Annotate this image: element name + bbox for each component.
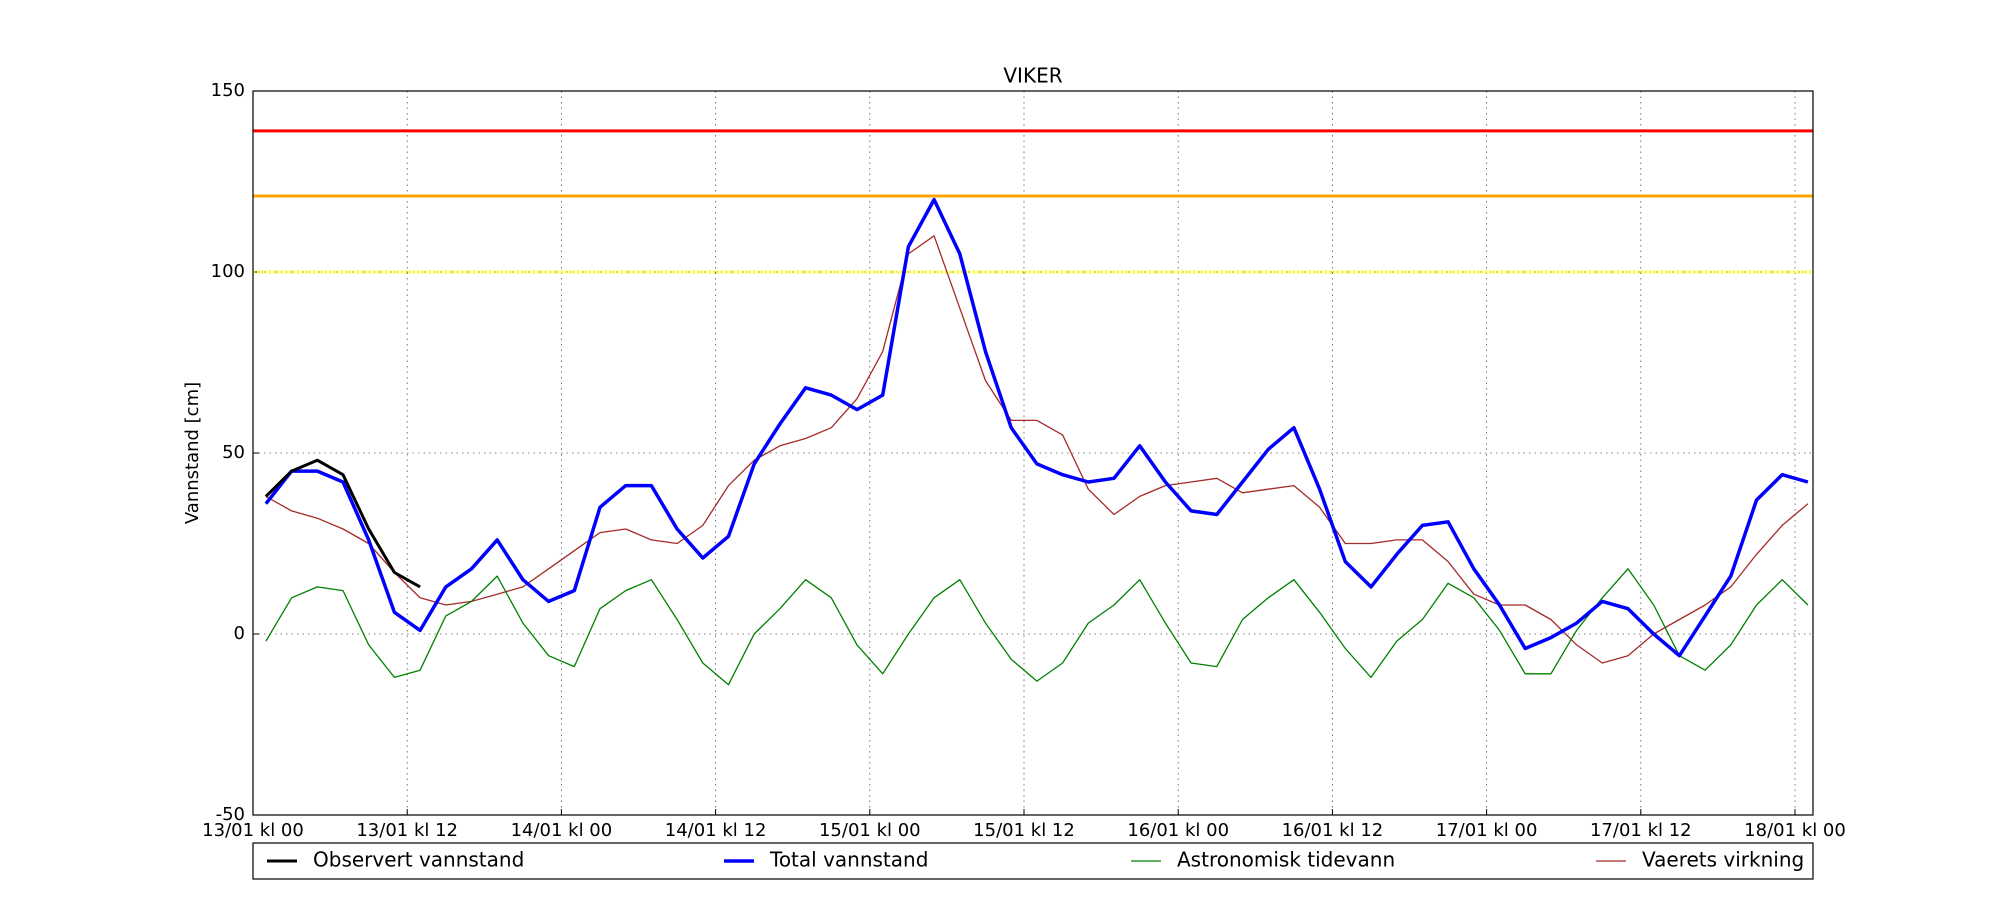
x-tick-label: 14/01 kl 00 [511, 820, 613, 841]
y-tick-label: 50 [222, 442, 245, 463]
plot-frame [252, 90, 1814, 816]
chart-title: VIKER [1003, 64, 1062, 88]
x-tick-label: 18/01 kl 00 [1744, 820, 1846, 841]
y-tick-label: 0 [234, 623, 245, 644]
legend-box [252, 842, 1814, 880]
series-line [264, 458, 421, 589]
x-tick-label: 17/01 kl 12 [1590, 820, 1692, 841]
x-tick-label: 16/01 kl 12 [1282, 820, 1384, 841]
y-axis-label: Vannstand [cm] [182, 382, 203, 524]
legend-label: Astronomisk tidevann [1177, 848, 1395, 872]
series-line [265, 235, 1809, 664]
series-line [265, 568, 1809, 686]
series-line [264, 197, 1809, 658]
legend-label: Observert vannstand [313, 848, 524, 872]
x-tick-label: 16/01 kl 00 [1127, 820, 1229, 841]
y-tick-label: -50 [216, 804, 245, 825]
y-tick-label: 150 [211, 80, 245, 101]
x-tick-label: 17/01 kl 00 [1436, 820, 1538, 841]
legend-label: Vaerets virkning [1642, 848, 1804, 872]
x-tick-label: 15/01 kl 12 [973, 820, 1075, 841]
x-tick-label: 13/01 kl 12 [356, 820, 458, 841]
legend-label: Total vannstand [769, 848, 928, 872]
x-tick-label: 14/01 kl 12 [665, 820, 767, 841]
x-tick-label: 13/01 kl 00 [202, 820, 304, 841]
x-tick-label: 15/01 kl 00 [819, 820, 921, 841]
y-tick-label: 100 [211, 261, 245, 282]
